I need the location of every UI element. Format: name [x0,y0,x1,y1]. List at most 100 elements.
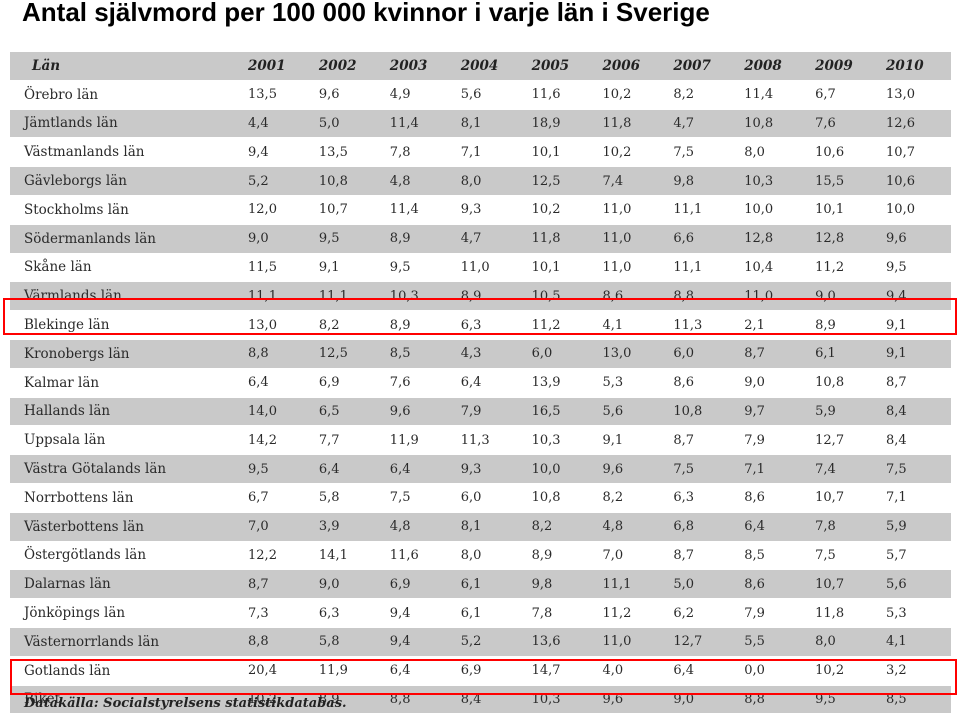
column-header-year: 2009 [809,52,881,81]
rate-value-cell: 10,3 [525,685,597,714]
rate-value-cell: 8,6 [596,281,668,312]
rate-value-cell: 10,8 [667,397,739,427]
rate-value-cell: 8,8 [667,281,739,312]
rate-value-cell: 4,7 [454,224,526,254]
rate-value-cell: 9,0 [667,685,739,714]
rate-value-cell: 18,9 [525,109,597,139]
rate-value-cell: 8,0 [738,137,810,168]
rate-value-cell: 11,1 [667,253,739,283]
rate-value-cell: 7,0 [242,512,313,542]
table-row: Jämtlands län 4,4 5,0 11,4 8,1 18,9 11,8 4,7 10,… [10,109,951,139]
rate-value-cell: 12,0 [242,195,313,225]
rate-value-cell: 8,2 [525,512,597,542]
rate-value-cell: 11,0 [596,627,668,657]
county-name-cell: Skåne län [10,253,243,283]
rate-value-cell: 9,4 [383,627,455,657]
rate-value-cell: 8,8 [242,627,313,657]
rate-value-cell: 10,6 [880,166,951,196]
rate-value-cell: 6,4 [667,656,739,686]
county-name-cell: Dalarnas län [10,569,243,600]
rate-value-cell: 12,5 [525,166,597,196]
rate-value-cell: 4,4 [242,109,313,139]
rate-value-cell: 9,0 [312,569,384,600]
rate-value-cell: 10,8 [738,109,810,139]
rate-value-cell: 4,8 [383,166,455,196]
rate-value-cell: 5,3 [880,598,951,628]
county-name-cell: Gotlands län [10,656,243,686]
rate-value-cell: 8,1 [454,512,526,542]
rate-value-cell: 10,2 [596,80,668,110]
rate-value-cell: 5,0 [312,109,384,139]
rate-value-cell: 8,5 [738,541,810,571]
rate-value-cell: 9,1 [312,253,384,283]
rate-value-cell: 8,2 [596,483,668,513]
county-name-cell: Örebro län [10,80,243,110]
rate-value-cell: 6,7 [809,80,881,110]
rate-value-cell: 10,7 [880,137,951,168]
table-row: Gävleborgs län 5,2 10,8 4,8 8,0 12,5 7,4 9,8 10,… [10,166,951,196]
rate-value-cell: 8,6 [667,368,739,398]
rate-value-cell: 12,2 [242,541,313,571]
rate-value-cell: 12,7 [809,425,881,456]
county-name-cell: Västerbottens län [10,512,243,542]
table-row: Värmlands län 11,1 11,1 10,3 8,9 10,5 8,6 8,8 11… [10,281,951,312]
rate-value-cell: 10,7 [809,569,881,600]
rate-value-cell: 6,1 [454,569,526,600]
column-header-year: 2006 [596,52,668,81]
rate-value-cell: 10,5 [525,281,597,312]
rate-value-cell: 8,7 [738,339,810,369]
table-row: Södermanlands län 9,0 9,5 8,9 4,7 11,8 11,0 6,6… [10,224,951,254]
rate-value-cell: 11,8 [809,598,881,628]
rate-value-cell: 13,5 [312,137,384,168]
rate-value-cell: 9,6 [880,224,951,254]
rate-value-cell: 5,9 [880,512,951,542]
table-row: Kronobergs län 8,8 12,5 8,5 4,3 6,0 13,0 6,0 8,7… [10,339,951,369]
table-row: Hallands län 14,0 6,5 9,6 7,9 16,5 5,6 10,8 9,7 5… [10,397,951,427]
rate-value-cell: 13,9 [525,368,597,398]
rate-value-cell: 6,3 [667,483,739,513]
rate-value-cell: 7,8 [383,137,455,168]
rate-value-cell: 16,5 [525,397,597,427]
rate-value-cell: 4,8 [383,512,455,542]
table-row: Örebro län 13,5 9,6 4,9 5,6 11,6 10,2 8,2 11,4 6,… [10,80,951,110]
column-header-year: 2005 [525,52,597,81]
column-header-year: 2003 [383,52,455,81]
rate-value-cell: 7,5 [383,483,455,513]
rate-value-cell: 9,0 [809,281,881,312]
rate-value-cell: 6,9 [312,368,384,398]
rate-value-cell: 5,7 [880,541,951,571]
rate-value-cell: 6,7 [242,483,313,513]
rate-value-cell: 10,3 [525,425,597,456]
rate-value-cell: 10,8 [525,483,597,513]
rate-value-cell: 11,9 [383,425,455,456]
rate-value-cell: 5,5 [738,627,810,657]
rate-value-cell: 3,9 [312,512,384,542]
rate-value-cell: 11,1 [242,281,313,312]
rate-value-cell: 20,4 [242,656,313,686]
county-name-cell: Uppsala län [10,425,243,456]
rate-value-cell: 11,8 [596,109,668,139]
rate-value-cell: 5,6 [454,80,526,110]
rate-value-cell: 8,9 [454,281,526,312]
county-name-cell: Västmanlands län [10,137,243,168]
county-name-cell: Västernorrlands län [10,627,243,657]
rate-value-cell: 10,6 [809,137,881,168]
rate-value-cell: 10,1 [525,137,597,168]
rate-value-cell: 10,2 [525,195,597,225]
rate-value-cell: 9,6 [312,80,384,110]
rate-value-cell: 9,3 [454,454,526,484]
rate-value-cell: 6,1 [809,339,881,369]
county-name-cell: Stockholms län [10,195,243,225]
rate-value-cell: 11,9 [312,656,384,686]
rate-value-cell: 6,4 [383,656,455,686]
rate-value-cell: 11,0 [596,224,668,254]
rate-value-cell: 11,2 [596,598,668,628]
rate-value-cell: 8,5 [383,339,455,369]
county-name-cell: Norrbottens län [10,483,243,513]
rate-value-cell: 11,3 [454,425,526,456]
table-row: Västernorrlands län 8,8 5,8 9,4 5,2 13,6 11,0 1… [10,627,951,657]
rate-value-cell: 6,1 [454,598,526,628]
rate-value-cell: 8,7 [667,541,739,571]
rate-value-cell: 3,2 [880,656,951,686]
table-row: Östergötlands län 12,2 14,1 11,6 8,0 8,9 7,0 8,… [10,541,951,571]
